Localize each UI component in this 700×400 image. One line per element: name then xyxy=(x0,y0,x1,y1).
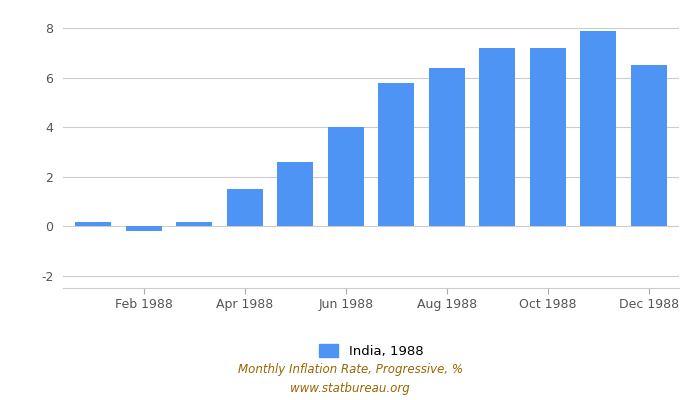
Text: Monthly Inflation Rate, Progressive, %: Monthly Inflation Rate, Progressive, % xyxy=(237,364,463,376)
Legend: India, 1988: India, 1988 xyxy=(318,344,424,358)
Bar xyxy=(328,127,364,226)
Bar xyxy=(631,66,667,226)
Bar xyxy=(529,48,566,226)
Bar xyxy=(176,222,213,226)
Bar xyxy=(227,189,263,226)
Bar xyxy=(378,83,414,226)
Bar xyxy=(428,68,465,226)
Text: www.statbureau.org: www.statbureau.org xyxy=(290,382,410,395)
Bar xyxy=(125,226,162,231)
Bar xyxy=(75,222,111,226)
Bar xyxy=(277,162,314,226)
Bar xyxy=(479,48,515,226)
Bar xyxy=(580,31,617,226)
